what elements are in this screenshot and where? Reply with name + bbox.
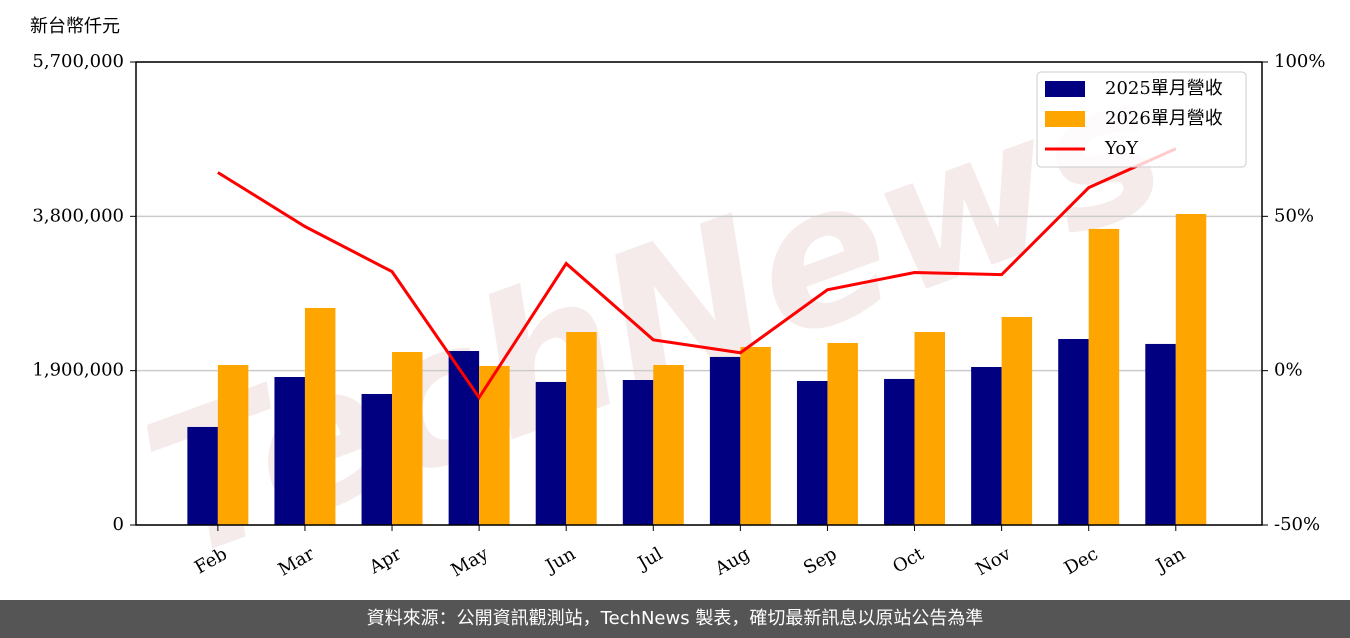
legend-label: 2026單月營收 [1105,108,1223,129]
x-tick-label: Jul [633,543,667,575]
legend-box [1036,71,1247,168]
y-tick-label: 0 [113,514,124,535]
bar [217,364,249,525]
bar [1175,213,1207,525]
legend-swatch [1045,81,1085,97]
bar [448,351,480,525]
bar [914,332,946,525]
x-tick-label: Oct [889,543,928,578]
x-tick-label: Dec [1061,543,1102,579]
x-tick-label: Nov [972,543,1015,580]
x-tick-label: Jan [1151,543,1189,577]
y-tick-label: 5,700,000 [32,51,124,72]
y-tick-label: 3,800,000 [32,205,124,226]
x-tick-label: Aug [711,543,754,580]
bar [392,351,423,525]
x-tick-label: May [448,543,493,581]
bar [566,332,597,525]
y-tick-label: 1,900,000 [32,360,124,381]
bar [361,393,393,525]
bar [1145,343,1176,525]
bar [653,364,684,525]
bar [884,378,915,525]
bar [1058,338,1089,525]
x-tick-label: Sep [800,543,840,578]
bar [274,377,305,525]
y2-tick-label: 0% [1274,360,1303,381]
bar [796,380,828,525]
bar [535,381,567,525]
bar [971,367,1002,525]
bar [1088,228,1120,525]
line [217,147,1177,401]
bar [827,342,858,525]
bar [622,380,654,525]
plot-frame [135,61,1263,526]
legend-label: YoY [1104,138,1139,159]
bar [1001,316,1033,525]
y2-tick-label: 50% [1274,205,1314,226]
x-tick-label: Apr [365,543,405,578]
chart: TechNews 新台幣仟元 01,900,0003,800,0005,700,… [30,16,1325,600]
bar [709,356,741,525]
bar [187,426,218,525]
bar [304,307,336,525]
y2-tick-label: 100% [1274,51,1325,72]
y-axis-title: 新台幣仟元 [30,16,120,37]
bar [479,365,510,525]
legend-label: 2025單月營收 [1105,78,1223,99]
footer: 資料來源：公開資訊觀測站，TechNews 製表，確切最新訊息以原站公告為準 [0,600,1350,638]
bar [740,346,771,525]
y2-tick-label: -50% [1274,514,1320,535]
legend-swatch [1045,111,1085,127]
x-tick-label: Jun [541,543,580,578]
